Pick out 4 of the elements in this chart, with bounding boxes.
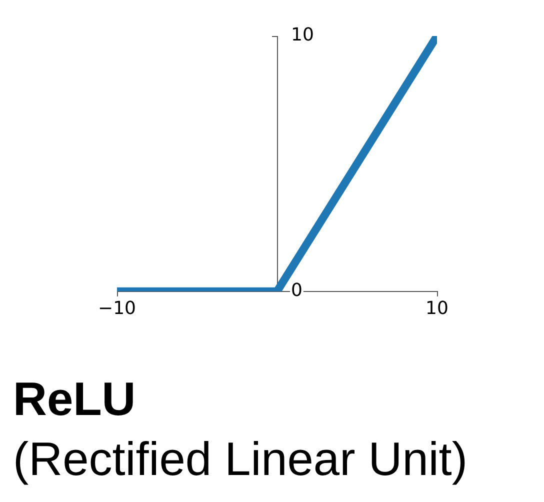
text: (Rectified Linear Unit) (13, 432, 468, 485)
x-tick-label: −10 (98, 298, 136, 319)
y-tick-label: 0 (291, 280, 302, 302)
text: ReLU (13, 372, 136, 425)
